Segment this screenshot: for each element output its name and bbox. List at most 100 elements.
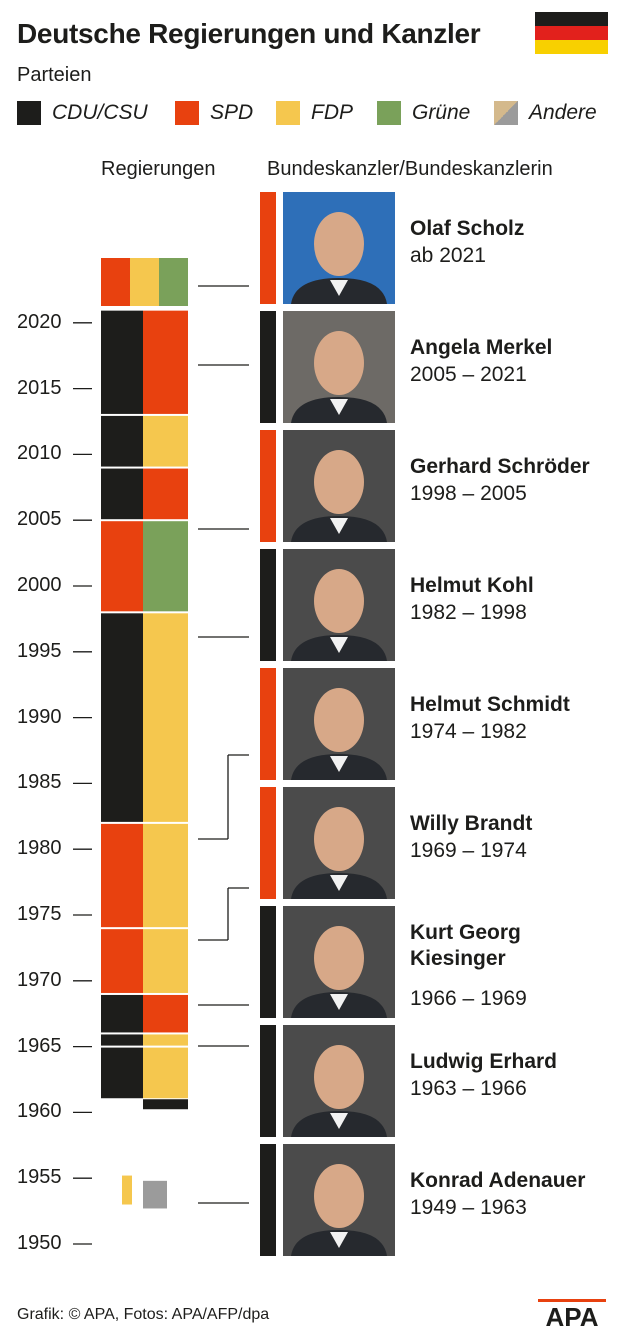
gov-bar-2021-fdp — [130, 258, 159, 306]
gov-bar-1998-b — [143, 521, 188, 612]
legend-label-andere: Andere — [529, 101, 597, 124]
flag-stripe-black — [535, 12, 608, 26]
gov-bar-2005-b — [143, 468, 188, 520]
header-regierungen: Regierungen — [101, 158, 216, 180]
chancellor-party-bar-0 — [260, 192, 276, 304]
chancellor-photo-3 — [283, 549, 395, 661]
chancellor-photo-5 — [283, 787, 395, 899]
german-flag-icon — [535, 12, 608, 54]
legend: CDU/CSU SPD FDP Grüne Andere — [0, 98, 620, 128]
chancellor-party-bars — [260, 192, 276, 1256]
tick-label-2015: 2015 — [17, 376, 62, 399]
chancellor-photo-1 — [283, 311, 395, 423]
chancellor-years-8: 1949 – 1963 — [410, 1196, 527, 1219]
apa-logo-accent — [538, 1299, 606, 1302]
government-bars — [101, 258, 188, 1209]
legend-swatch-spd — [175, 101, 199, 125]
chancellor-photo-2 — [283, 430, 395, 542]
chancellor-party-bar-6 — [260, 906, 276, 1018]
tick-label-2010: 2010 — [17, 442, 62, 465]
tick-label-2005: 2005 — [17, 508, 62, 531]
legend-label-fdp: FDP — [311, 101, 353, 124]
year-ticks — [73, 322, 92, 1245]
gov-bar-1969-a — [101, 929, 143, 993]
legend-title: Parteien — [17, 64, 92, 86]
chancellor-years-4: 1974 – 1982 — [410, 720, 527, 743]
chancellor-party-bar-2 — [260, 430, 276, 542]
chancellor-years-7: 1963 – 1966 — [410, 1077, 527, 1100]
gov-bar-1961-cdu-strip — [143, 1099, 188, 1110]
chancellor-photo-6 — [283, 906, 395, 1018]
gov-bar-1953-andere — [143, 1180, 167, 1209]
gov-bar-2009-a — [101, 415, 143, 467]
gov-bar-2009-b — [143, 415, 188, 467]
gov-bar-1966-b — [143, 994, 188, 1033]
chancellor-name-5: Willy Brandt — [410, 812, 533, 835]
gov-bar-1974-b — [143, 823, 188, 928]
flag-stripe-red — [535, 26, 608, 40]
legend-swatch-gruene — [377, 101, 401, 125]
legend-label-spd: SPD — [210, 101, 254, 124]
chancellor-party-bar-3 — [260, 549, 276, 661]
chancellor-years-0: ab 2021 — [410, 244, 486, 267]
gov-bar-2021-spd — [101, 258, 130, 306]
tick-label-2020: 2020 — [17, 310, 62, 333]
legend-item-fdp: FDP — [276, 98, 353, 128]
gov-bar-1982-b — [143, 613, 188, 822]
chancellor-name-1: Angela Merkel — [410, 336, 553, 359]
chancellor-party-bar-4 — [260, 668, 276, 780]
chancellor-years-2: 1998 – 2005 — [410, 482, 527, 505]
tick-label-1955: 1955 — [17, 1166, 62, 1189]
tick-label-2000: 2000 — [17, 574, 62, 596]
legend-swatch-cdu — [17, 101, 41, 125]
apa-logo: APA — [538, 1299, 606, 1331]
chancellor-photo-0 — [283, 192, 395, 304]
chancellor-photo-7 — [283, 1025, 395, 1137]
chancellor-years-6: 1966 – 1969 — [410, 987, 527, 1010]
chancellor-name-4: Helmut Schmidt — [410, 693, 570, 716]
chancellor-photo-4 — [283, 668, 395, 780]
footer-credit: Grafik: © APA, Fotos: APA/AFP/dpa — [17, 1306, 270, 1323]
legend-item-spd: SPD — [175, 98, 253, 128]
gov-bar-2005-a — [101, 468, 143, 520]
tick-label-1960: 1960 — [17, 1100, 62, 1123]
legend-item-cdu: CDU/CSU — [17, 98, 148, 128]
tick-label-1985: 1985 — [17, 771, 62, 794]
tick-label-1975: 1975 — [17, 903, 62, 925]
gov-bar-1998-a — [101, 521, 143, 612]
legend-swatch-fdp — [276, 101, 300, 125]
tick-label-1965: 1965 — [17, 1034, 62, 1057]
apa-logo-text: APA — [546, 1302, 599, 1331]
tick-label-1970: 1970 — [17, 968, 62, 991]
gov-bar-1965-b — [143, 1034, 188, 1046]
gov-bar-1966-a — [101, 994, 143, 1033]
legend-swatch-andere — [494, 101, 518, 125]
flag-stripe-gold — [535, 40, 608, 54]
chancellor-name-7: Ludwig Erhard — [410, 1050, 557, 1073]
page-title: Deutsche Regierungen und Kanzler — [17, 18, 481, 49]
chancellor-name-0: Olaf Scholz — [410, 217, 525, 240]
gov-bar-1969-b — [143, 929, 188, 993]
tick-label-1980: 1980 — [17, 837, 62, 860]
legend-item-andere: Andere — [494, 98, 597, 128]
chancellor-years-3: 1982 – 1998 — [410, 601, 527, 624]
connector-lines — [198, 285, 249, 1204]
legend-label-gruene: Grüne — [412, 101, 471, 124]
legend-item-gruene: Grüne — [377, 98, 470, 128]
chancellor-years-5: 1969 – 1974 — [410, 839, 527, 862]
gov-bar-1961-a — [101, 1047, 143, 1099]
chancellor-party-bar-8 — [260, 1144, 276, 1256]
tick-label-1995: 1995 — [17, 639, 62, 662]
chancellor-party-bar-5 — [260, 787, 276, 899]
gov-bar-1961-b — [143, 1047, 188, 1099]
chancellor-party-bar-7 — [260, 1025, 276, 1137]
gov-bar-1953-fdp-left — [122, 1175, 132, 1205]
gov-bar-2013-a — [101, 310, 143, 414]
chancellor-name-8: Konrad Adenauer — [410, 1169, 586, 1192]
gov-bar-2021-gruene — [159, 258, 188, 306]
chancellor-name-6: Kurt Georg Kiesinger — [410, 921, 521, 970]
legend-label-cdu: CDU/CSU — [52, 101, 148, 124]
chancellor-years-1: 2005 – 2021 — [410, 363, 527, 386]
gov-bar-1982-a — [101, 613, 143, 822]
